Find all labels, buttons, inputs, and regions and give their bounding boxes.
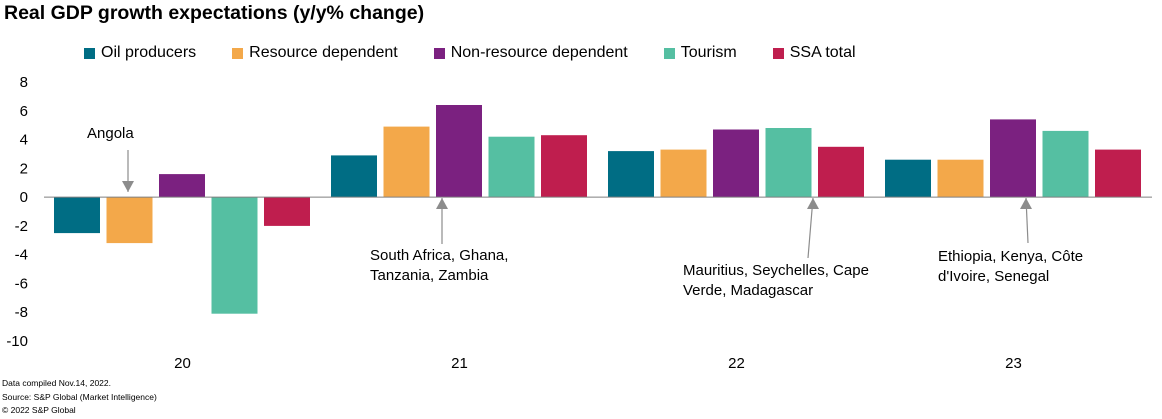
annotation-arrow-head (1020, 198, 1032, 209)
annotation-tourism-22: Mauritius, Seychelles, Cape Verde, Madag… (683, 261, 869, 301)
x-tick-label: 23 (1005, 355, 1022, 372)
y-tick-label: 2 (20, 160, 28, 177)
legend-label-ssa-total: SSA total (789, 44, 856, 61)
bar-tourism-23 (1042, 130, 1089, 198)
y-tick-label: 8 (20, 74, 28, 91)
annotation-non-resource-23: Ethiopia, Kenya, Côte d'Ivoire, Senegal (938, 247, 1083, 287)
legend-item-ssa-total: SSA total (772, 44, 856, 62)
bar-tourism-21 (488, 136, 535, 198)
legend-item-non-resource-dependent: Non-resource dependent (433, 44, 628, 62)
y-tick-label: 6 (20, 103, 28, 120)
legend-label-tourism: Tourism (680, 44, 737, 61)
legend-swatch-resource-dependent (232, 47, 244, 59)
annotation-line: d'Ivoire, Senegal (938, 268, 1050, 285)
y-tick-label: -10 (6, 333, 28, 350)
bar-oil-producers-20 (54, 197, 100, 234)
bar-oil-producers-21 (331, 155, 377, 198)
annotation-resource-21: South Africa, Ghana, Tanzania, Zambia (370, 246, 508, 286)
annotation-arrow-head (807, 198, 819, 209)
x-tick-label: 20 (174, 355, 191, 372)
bar-ssa-total-23 (1095, 149, 1141, 198)
bar-oil-producers-22 (608, 151, 654, 198)
y-tick-label: -4 (15, 247, 28, 264)
bar-ssa-total-20 (264, 197, 310, 226)
legend: Oil producers Resource dependent Non-res… (84, 43, 892, 63)
y-tick-label: 4 (20, 132, 28, 149)
annotation-angola: Angola (87, 124, 134, 144)
chart-title: Real GDP growth expectations (y/y% chang… (4, 2, 425, 24)
annotation-line: Angola (87, 125, 134, 142)
bar-resource-dependent-20 (106, 197, 153, 244)
annotation-arrow-head (122, 181, 134, 192)
legend-swatch-tourism (663, 47, 675, 59)
y-tick-label: -6 (15, 275, 28, 292)
bar-non-resource-dependent-21 (436, 105, 482, 198)
footer-source: Source: S&P Global (Market Intelligence) (2, 392, 157, 402)
bar-non-resource-dependent-20 (159, 174, 205, 198)
legend-item-tourism: Tourism (663, 44, 737, 62)
y-tick-label: 0 (20, 189, 28, 206)
x-tick-label: 22 (728, 355, 745, 372)
legend-label-non-resource-dependent: Non-resource dependent (450, 44, 628, 61)
annotation-arrow-head (436, 198, 448, 209)
legend-swatch-non-resource-dependent (433, 47, 445, 59)
bar-resource-dependent-23 (937, 159, 984, 198)
y-tick-label: -2 (15, 218, 28, 235)
legend-item-oil-producers: Oil producers (84, 44, 196, 62)
bar-resource-dependent-21 (383, 126, 430, 198)
footer-copyright: © 2022 S&P Global (2, 405, 76, 415)
legend-item-resource-dependent: Resource dependent (232, 44, 398, 62)
bar-non-resource-dependent-23 (990, 119, 1036, 198)
footer-compiled: Data compiled Nov.14, 2022. (2, 378, 111, 388)
annotation-line: South Africa, Ghana, (370, 247, 509, 264)
legend-label-resource-dependent: Resource dependent (249, 44, 398, 61)
bar-oil-producers-23 (885, 159, 931, 198)
x-tick-label: 21 (451, 355, 468, 372)
annotation-line: Tanzania, Zambia (370, 267, 489, 284)
bar-non-resource-dependent-22 (713, 129, 759, 198)
legend-swatch-ssa-total (772, 47, 784, 59)
bar-tourism-22 (765, 128, 812, 198)
annotation-line: Ethiopia, Kenya, Côte (938, 248, 1084, 265)
y-tick-label: -8 (15, 304, 28, 321)
annotation-line: Mauritius, Seychelles, Cape (683, 262, 869, 279)
bar-resource-dependent-22 (660, 149, 707, 198)
bar-tourism-20 (211, 197, 258, 314)
bar-ssa-total-21 (541, 135, 587, 198)
annotation-line: Verde, Madagascar (683, 282, 814, 299)
legend-label-oil-producers: Oil producers (101, 44, 197, 61)
legend-swatch-oil-producers (84, 47, 95, 59)
bar-ssa-total-22 (818, 146, 864, 198)
